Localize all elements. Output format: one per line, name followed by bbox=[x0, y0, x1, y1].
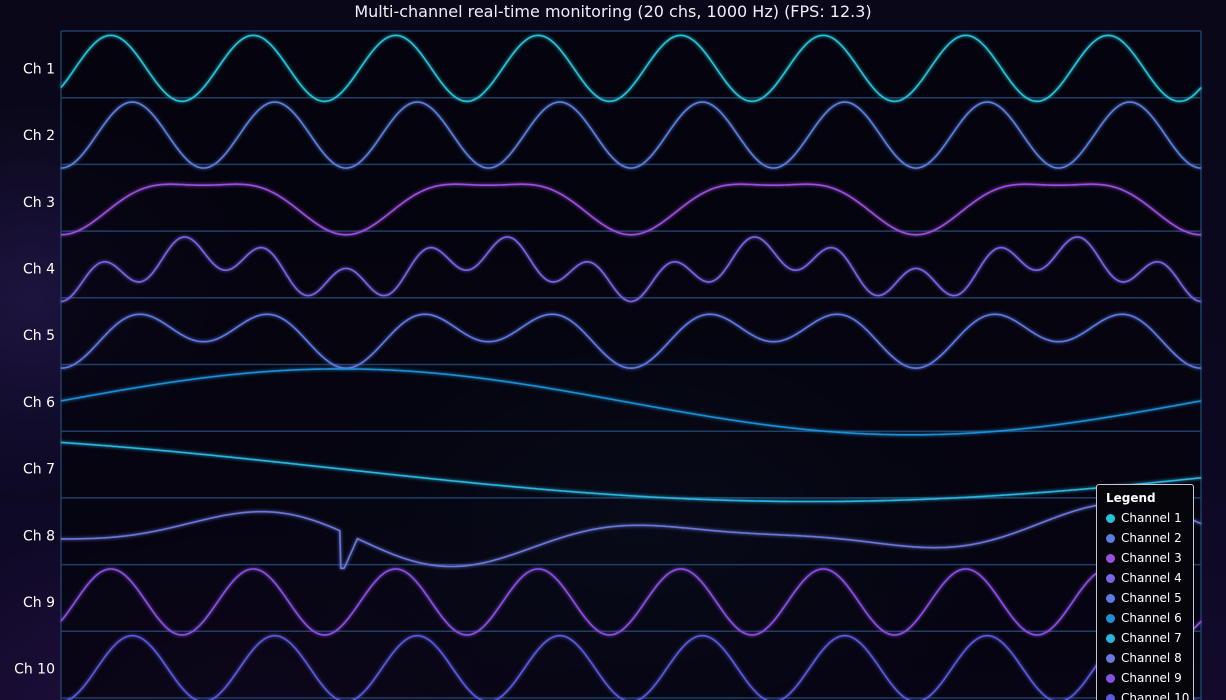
legend-dot-icon bbox=[1106, 514, 1115, 523]
channel-separators bbox=[60, 30, 1202, 700]
channel-trace bbox=[60, 101, 1202, 169]
legend-item[interactable]: Channel 7 bbox=[1106, 631, 1193, 651]
channel-label: Ch 1 bbox=[23, 61, 55, 77]
channel-label: Ch 8 bbox=[23, 528, 55, 544]
channel-trace bbox=[60, 441, 1202, 503]
channel-trace bbox=[60, 368, 1202, 436]
legend-item-label: Channel 8 bbox=[1121, 651, 1182, 665]
legend-items: Channel 1 Channel 2 Channel 3 Channel 4 Chan… bbox=[1106, 511, 1193, 700]
chart-title: Multi-channel real-time monitoring (20 c… bbox=[354, 2, 872, 21]
channel-labels: Ch 1 Ch 2 Ch 3 Ch 4 Ch 5 Ch 6 Ch 7 Ch 8 Ch 9 Ch 1… bbox=[14, 61, 55, 677]
legend-dot-icon bbox=[1106, 594, 1115, 603]
channel-label: Ch 6 bbox=[23, 395, 55, 411]
legend-item[interactable]: Channel 8 bbox=[1106, 651, 1193, 671]
legend-item-label: Channel 3 bbox=[1121, 551, 1182, 565]
legend-item[interactable]: Channel 9 bbox=[1106, 671, 1193, 691]
channel-trace bbox=[60, 183, 1202, 236]
channel-trace bbox=[66, 634, 1196, 700]
legend: Legend Channel 1 Channel 2 Channel 3 Channe… bbox=[1096, 484, 1194, 700]
legend-item-label: Channel 10 bbox=[1121, 691, 1190, 700]
legend-item-label: Channel 4 bbox=[1121, 571, 1182, 585]
legend-dot-icon bbox=[1106, 634, 1115, 643]
legend-item[interactable]: Channel 4 bbox=[1106, 571, 1193, 591]
channel-label: Ch 2 bbox=[23, 128, 55, 144]
legend-dot-icon bbox=[1106, 554, 1115, 563]
channel-label: Ch 5 bbox=[23, 328, 55, 344]
channel-trace bbox=[61, 502, 1202, 570]
legend-item[interactable]: Channel 1 bbox=[1106, 511, 1193, 531]
legend-dot-icon bbox=[1106, 614, 1115, 623]
channel-traces bbox=[60, 34, 1202, 700]
plot-background bbox=[61, 31, 1201, 700]
legend-item[interactable]: Channel 10 bbox=[1106, 691, 1193, 700]
legend-item-label: Channel 7 bbox=[1121, 631, 1182, 645]
channel-label: Ch 3 bbox=[23, 195, 55, 211]
legend-dot-icon bbox=[1106, 654, 1115, 663]
legend-dot-icon bbox=[1106, 674, 1115, 683]
legend-item[interactable]: Channel 6 bbox=[1106, 611, 1193, 631]
legend-item[interactable]: Channel 5 bbox=[1106, 591, 1193, 611]
channel-label: Ch 7 bbox=[23, 462, 55, 478]
legend-item-label: Channel 9 bbox=[1121, 671, 1182, 685]
legend-item[interactable]: Channel 2 bbox=[1106, 531, 1193, 551]
channel-trace bbox=[60, 236, 1202, 303]
legend-item-label: Channel 1 bbox=[1121, 511, 1182, 525]
channel-trace bbox=[60, 34, 1202, 103]
legend-dot-icon bbox=[1106, 694, 1115, 700]
legend-item[interactable]: Channel 3 bbox=[1106, 551, 1193, 571]
legend-title: Legend bbox=[1106, 491, 1156, 505]
channel-label: Ch 9 bbox=[23, 595, 55, 611]
legend-dot-icon bbox=[1106, 534, 1115, 543]
channel-label: Ch 10 bbox=[14, 662, 55, 678]
channel-trace bbox=[60, 313, 1202, 370]
legend-item-label: Channel 6 bbox=[1121, 611, 1182, 625]
legend-item-label: Channel 2 bbox=[1121, 531, 1182, 545]
legend-dot-icon bbox=[1106, 574, 1115, 583]
channel-trace bbox=[60, 568, 1202, 636]
legend-item-label: Channel 5 bbox=[1121, 591, 1182, 605]
channel-label: Ch 4 bbox=[23, 261, 55, 277]
